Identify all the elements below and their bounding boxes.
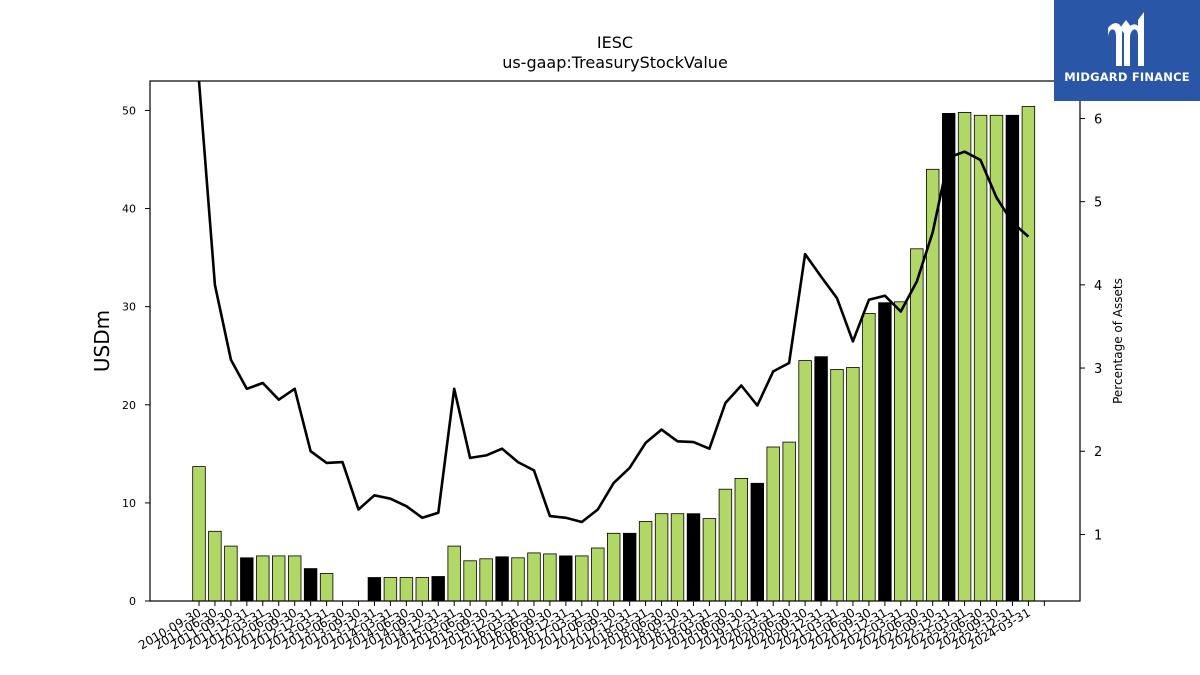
bar: [383, 577, 398, 602]
bar: [256, 555, 270, 602]
bar: [287, 555, 302, 602]
y-tick-label: 40: [122, 203, 136, 216]
bar: [702, 518, 717, 602]
bar: [782, 441, 796, 602]
bar: [479, 558, 493, 602]
bar: [319, 573, 334, 602]
bar: [447, 545, 461, 602]
bar: [1021, 106, 1036, 602]
bar: [878, 302, 892, 602]
bar: [686, 513, 701, 602]
bar: [1005, 114, 1020, 602]
y2-axis-label: Percentage of Assets: [1111, 278, 1125, 404]
bar: [654, 513, 669, 602]
bar: [303, 568, 318, 602]
bar: [718, 488, 733, 602]
bar: [830, 369, 844, 602]
bar: [734, 477, 749, 602]
y-tick-label: 10: [122, 497, 136, 510]
midgard-finance-logo: MIDGARD FINANCE: [1054, 0, 1200, 101]
bar: [559, 555, 573, 602]
bar: [766, 446, 780, 602]
bar: [670, 513, 685, 602]
y2-tick-label: 2: [1094, 445, 1102, 460]
logo-text: MIDGARD FINANCE: [1064, 70, 1190, 84]
bar: [846, 367, 860, 602]
chart-title: IESC: [596, 33, 634, 52]
bars-group: [192, 106, 1036, 602]
bar: [527, 552, 541, 602]
bar: [240, 557, 254, 602]
bar: [224, 545, 238, 602]
bar: [271, 555, 286, 602]
right-axis: 1 2 3 4 5 6: [1080, 112, 1102, 543]
bar: [862, 313, 876, 602]
bar: [399, 577, 414, 602]
bar: [463, 560, 477, 602]
y2-tick-label: 3: [1094, 362, 1102, 377]
bar: [415, 577, 430, 602]
y2-tick-label: 4: [1094, 279, 1102, 294]
bar: [192, 466, 206, 602]
y-tick-label: 30: [122, 301, 136, 314]
percentage-line: [197, 80, 1030, 524]
chart-subtitle: us-gaap:TreasuryStockValue: [502, 53, 728, 72]
bar: [591, 547, 605, 602]
bar: [511, 557, 525, 602]
bar: [910, 248, 924, 602]
bar: [543, 553, 557, 602]
bar: [957, 112, 972, 602]
y-tick-label: 20: [122, 399, 136, 412]
left-axis: 0 10 20 30 40 50: [122, 104, 150, 608]
bar: [973, 114, 988, 602]
y2-tick-label: 1: [1094, 528, 1102, 543]
y-axis-label: USDm: [90, 310, 114, 372]
y-tick-label: 50: [122, 104, 136, 117]
bar: [942, 113, 956, 602]
bar: [208, 530, 222, 602]
bar: [431, 576, 445, 602]
x-axis: 2010-09-302011-06-302011-09-302011-12-31…: [136, 601, 1045, 652]
y2-tick-label: 6: [1094, 112, 1102, 127]
bar: [607, 532, 621, 602]
bar: [638, 521, 653, 602]
bar: [798, 360, 812, 602]
y2-tick-label: 5: [1094, 196, 1102, 211]
logo-mark-icon: [1108, 12, 1144, 66]
y-tick-label: 0: [129, 595, 136, 608]
bar: [575, 555, 589, 602]
bar: [367, 577, 382, 602]
plot-frame: [149, 80, 1081, 602]
bar: [894, 301, 908, 602]
bar: [814, 356, 828, 602]
bar: [750, 482, 765, 602]
percentage-line-group: [197, 80, 1030, 524]
bar: [495, 556, 509, 602]
bar: [623, 532, 637, 602]
